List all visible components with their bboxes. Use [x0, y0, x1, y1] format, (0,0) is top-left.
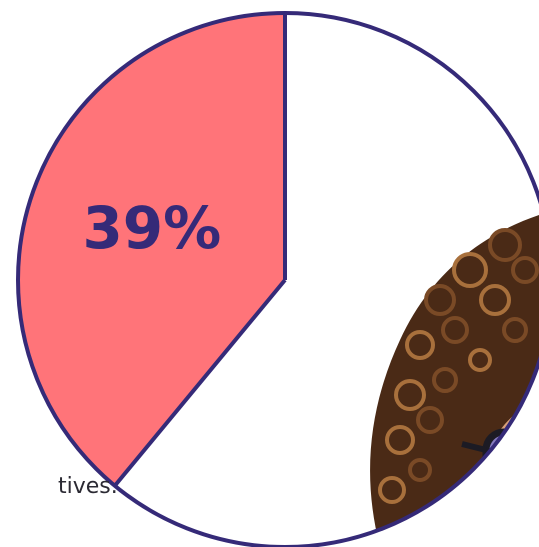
hair-curl: [424, 284, 456, 316]
hair-curl: [416, 406, 444, 434]
hair-curl: [502, 317, 528, 343]
hair-curl: [441, 316, 469, 344]
hair-curl: [378, 476, 406, 504]
hair-curl: [394, 379, 426, 411]
hair-curl: [468, 348, 492, 372]
hair-curl: [452, 252, 488, 288]
hair-curl: [408, 458, 432, 482]
pie-slice-1: [18, 13, 286, 486]
hair-curl: [488, 228, 522, 262]
pie-divider-line: [113, 278, 287, 488]
hair-curl: [385, 425, 415, 455]
pie-labels: 39%: [82, 194, 221, 262]
hair-curl: [405, 330, 435, 360]
hair-curl: [511, 256, 539, 284]
glasses-arm: [461, 441, 487, 453]
caption-text: tives.: [58, 474, 118, 499]
hair-curl: [479, 284, 511, 316]
pie-slice-label: 39%: [82, 194, 221, 262]
glasses-lens: [482, 428, 539, 502]
hair-curl: [432, 367, 458, 393]
pie-outline: [16, 11, 539, 547]
